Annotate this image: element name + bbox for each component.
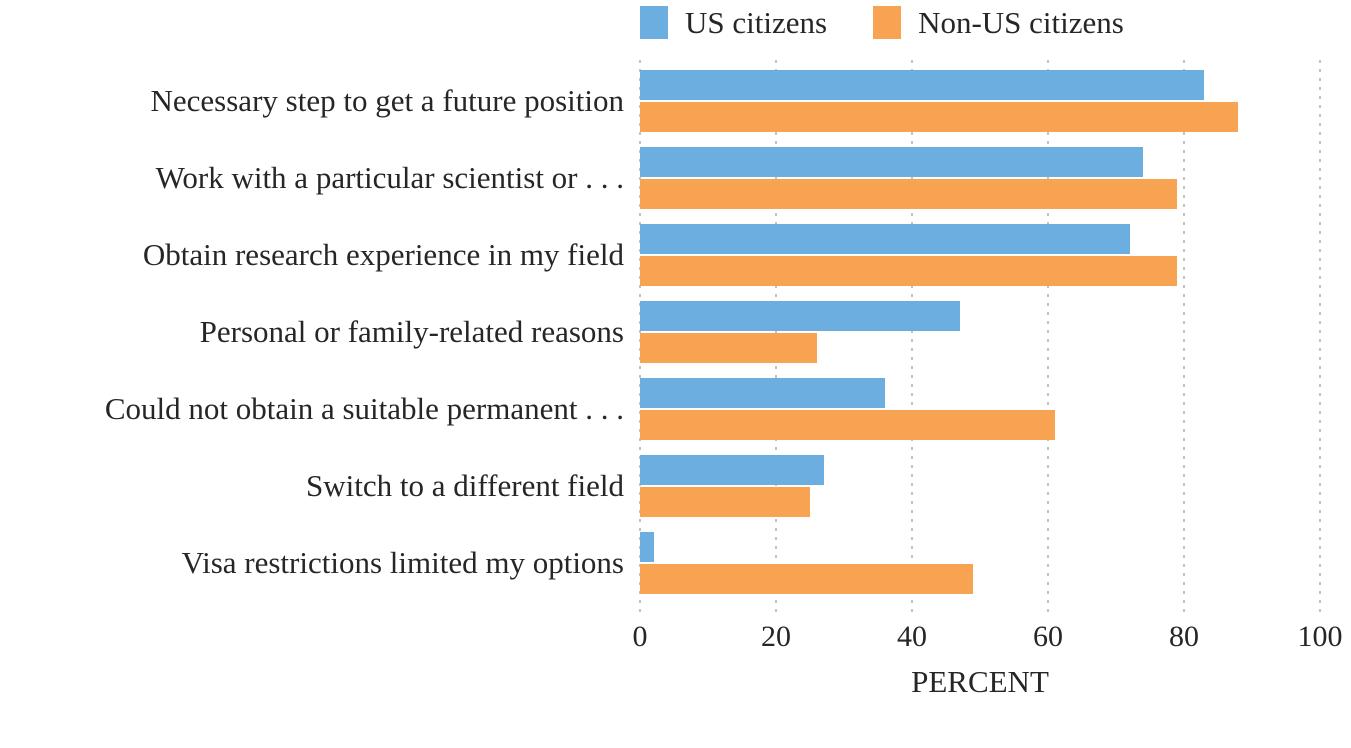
chart-legend: US citizens Non-US citizens (640, 6, 1124, 39)
bar-group (640, 69, 1320, 132)
gridline-100 (1319, 60, 1321, 618)
category-label: Work with a particular scientist or . . … (155, 159, 624, 195)
bar-us-citizens (640, 146, 1144, 177)
gridline-80 (1183, 60, 1185, 618)
gridline-40 (911, 60, 913, 618)
legend-label: US citizens (685, 5, 828, 40)
x-tick-label: 20 (761, 620, 791, 653)
chart-rows: Necessary step to get a future position W… (0, 62, 1320, 601)
category-label: Visa restrictions limited my options (181, 544, 624, 580)
bar-non-us-citizens (640, 255, 1178, 286)
legend-label: Non-US citizens (918, 5, 1124, 40)
legend-item-1: Non-US citizens (873, 6, 1124, 39)
bar-us-citizens (640, 377, 885, 408)
bar-group (640, 300, 1320, 363)
x-tick-label: 60 (1033, 620, 1063, 653)
legend-swatch-icon (640, 6, 668, 39)
bar-group (640, 531, 1320, 594)
category-label: Necessary step to get a future position (150, 82, 624, 118)
chart-row: Visa restrictions limited my options (0, 524, 1320, 601)
bar-group (640, 377, 1320, 440)
bar-non-us-citizens (640, 178, 1178, 209)
bar-us-citizens (640, 454, 824, 485)
bar-us-citizens (640, 531, 654, 562)
bar-group (640, 454, 1320, 517)
chart-row: Work with a particular scientist or . . … (0, 139, 1320, 216)
x-tick-label: 100 (1297, 620, 1343, 653)
chart-row: Personal or family-related reasons (0, 293, 1320, 370)
gridline-60 (1047, 60, 1049, 618)
chart-row: Necessary step to get a future position (0, 62, 1320, 139)
chart-row: Switch to a different field (0, 447, 1320, 524)
chart-row: Obtain research experience in my field (0, 216, 1320, 293)
x-axis: 0 20 40 60 80 100 (633, 620, 1343, 662)
bar-group (640, 146, 1320, 209)
bar-non-us-citizens (640, 332, 817, 363)
bar-us-citizens (640, 223, 1130, 254)
bar-us-citizens (640, 300, 960, 331)
bar-non-us-citizens (640, 563, 974, 594)
legend-swatch-icon (873, 6, 902, 39)
category-label: Obtain research experience in my field (142, 236, 624, 272)
x-tick-label: 0 (632, 620, 648, 653)
bar-non-us-citizens (640, 486, 810, 517)
category-label: Switch to a different field (306, 467, 624, 503)
x-tick-label: 80 (1169, 620, 1199, 653)
bar-group (640, 223, 1320, 286)
x-tick-label: 40 (897, 620, 927, 653)
chart-row: Could not obtain a suitable permanent . … (0, 370, 1320, 447)
category-label: Could not obtain a suitable permanent . … (104, 390, 624, 426)
legend-item-0: US citizens (640, 6, 827, 39)
bar-us-citizens (640, 69, 1205, 100)
category-label: Personal or family-related reasons (199, 313, 624, 349)
x-axis-title: PERCENT (911, 664, 1049, 699)
bar-non-us-citizens (640, 409, 1055, 440)
bar-non-us-citizens (640, 101, 1239, 132)
